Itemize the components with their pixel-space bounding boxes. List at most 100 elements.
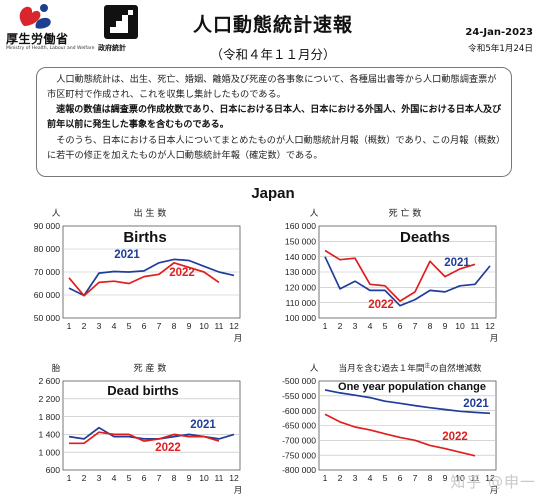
- deaths-xtick-label: 1: [323, 321, 328, 331]
- population-change-series-2021-label: 2021: [463, 398, 489, 410]
- births-xtick-label: 2: [82, 321, 87, 331]
- population-change-xtick-label: 8: [428, 473, 433, 483]
- deaths-ytick-label: 160 000: [285, 221, 316, 231]
- population-change-yunit-label: 人: [310, 363, 319, 374]
- births-ytick-label: 80 000: [34, 244, 61, 254]
- dead-births-xtick-label: 12: [229, 473, 239, 483]
- births-xtick-label: 8: [172, 321, 177, 331]
- government-statistics-logo-name: 政府統計: [98, 44, 126, 52]
- dead-births-ytick-label: 2 600: [38, 376, 60, 386]
- population-change-xtick-label: 3: [353, 473, 358, 483]
- population-change-ytick-label: -800 000: [282, 465, 316, 475]
- dead-births-ytick-label: 1 400: [38, 430, 60, 440]
- population-change-ytick-label: -600 000: [282, 406, 316, 416]
- dead-births-ytick-label: 600: [46, 465, 61, 475]
- notice-paragraph-2: 速報の数値は調査票の作成枚数であり、日本における日本人、日本における外国人、外国…: [47, 104, 502, 130]
- deaths-xtick-label: 7: [413, 321, 418, 331]
- dead-births-xtick-label: 7: [157, 473, 162, 483]
- population-change-series-2022-line: [324, 413, 476, 457]
- births-xtick-label: 11: [215, 321, 224, 331]
- births-yunit-label: 人: [52, 208, 61, 219]
- births-series-2022-line: [68, 261, 220, 297]
- dead-births-title-en: Dead births: [107, 383, 179, 398]
- deaths-xtick-label: 9: [443, 321, 448, 331]
- government-statistics-logo-icon: [104, 5, 138, 39]
- deaths-ytick-label: 140 000: [285, 252, 316, 262]
- dead-births-xtick-label: 9: [187, 473, 192, 483]
- dead-births-series-2021-label: 2021: [190, 419, 216, 431]
- births-xtick-label: 5: [127, 321, 132, 331]
- dead-births-xunit-label: 月: [234, 485, 243, 496]
- deaths-xtick-label: 3: [353, 321, 358, 331]
- deaths-xunit-label: 月: [490, 333, 499, 344]
- population-change-xunit-label: 月: [490, 485, 499, 496]
- deaths-ytick-label: 150 000: [285, 237, 316, 247]
- births-series-2022-label: 2022: [169, 267, 195, 279]
- births-xtick-label: 4: [112, 321, 117, 331]
- mhlw-logo-subtitle: Ministry of Health, Labour and Welfare: [6, 46, 95, 51]
- deaths-xtick-label: 6: [398, 321, 403, 331]
- births-xtick-label: 7: [157, 321, 162, 331]
- population-change-ytick-label: -700 000: [282, 436, 316, 446]
- population-change-xtick-label: 4: [368, 473, 373, 483]
- mhlw-logo-name: 厚生労働省: [6, 32, 69, 46]
- dead-births-xtick-label: 4: [112, 473, 117, 483]
- notice-paragraph-1: 人口動態統計は、出生、死亡、婚姻、離婚及び死産の各事象について、各種届出書等から…: [47, 74, 497, 101]
- population-change-xtick-label: 5: [383, 473, 388, 483]
- notice-box: 人口動態統計は、出生、死亡、婚姻、離婚及び死産の各事象について、各種届出書等から…: [36, 67, 512, 177]
- births-xtick-label: 9: [187, 321, 192, 331]
- births-xtick-label: 6: [142, 321, 147, 331]
- deaths-series-2022-label: 2022: [368, 299, 394, 311]
- births-xunit-label: 月: [234, 333, 243, 344]
- dead-births-xtick-label: 8: [172, 473, 177, 483]
- deaths-title-en: Deaths: [400, 229, 450, 246]
- dead-births-xtick-label: 3: [97, 473, 102, 483]
- deaths-ytick-label: 100 000: [285, 313, 316, 323]
- deaths-series-2021-line: [324, 256, 491, 307]
- population-change-ytick-label: -750 000: [282, 450, 316, 460]
- dead-births-ytick-label: 1 000: [38, 447, 60, 457]
- watermark: 知乎 @申一: [450, 473, 536, 491]
- release-date-jp: 令和5年1月24日: [468, 44, 533, 54]
- dead-births-ytick-label: 2 200: [38, 394, 60, 404]
- births-title: 出 生 数: [134, 207, 167, 219]
- deaths-xtick-label: 8: [428, 321, 433, 331]
- deaths-yunit-label: 人: [310, 208, 319, 219]
- population-change-xtick-label: 2: [338, 473, 343, 483]
- deaths-title: 死 亡 数: [389, 207, 422, 219]
- population-change-series-2021-line: [324, 389, 491, 415]
- dead-births-xtick-label: 1: [67, 473, 72, 483]
- population-change-xtick-label: 1: [323, 473, 328, 483]
- population-change-xtick-label: 9: [443, 473, 448, 483]
- deaths-xtick-label: 2: [338, 321, 343, 331]
- population-change-ytick-label: -550 000: [282, 391, 316, 401]
- deaths-ytick-label: 130 000: [285, 267, 316, 277]
- population-change-title-en: One year population change: [338, 381, 486, 393]
- dead-births-ytick-label: 1 800: [38, 412, 60, 422]
- deaths-xtick-label: 4: [368, 321, 373, 331]
- dead-births-yunit-label: 胎: [52, 362, 61, 374]
- dead-births-title: 死 産 数: [134, 362, 167, 374]
- births-ytick-label: 60 000: [34, 290, 61, 300]
- births-ytick-label: 70 000: [34, 267, 61, 277]
- document-title: 人口動態統計速報: [192, 14, 353, 36]
- deaths-ytick-label: 120 000: [285, 283, 316, 293]
- dead-births-xtick-label: 5: [127, 473, 132, 483]
- births-ytick-label: 50 000: [34, 313, 61, 323]
- population-change-title: 当月を含む過去１年間注の自然増減数: [338, 362, 481, 375]
- dead-births-xtick-label: 10: [199, 473, 209, 483]
- population-change-xtick-label: 7: [413, 473, 418, 483]
- births-xtick-label: 10: [199, 321, 209, 331]
- population-change-ytick-label: -650 000: [282, 421, 316, 431]
- births-xtick-label: 3: [97, 321, 102, 331]
- deaths-series-2021-label: 2021: [444, 257, 470, 269]
- population-change-xtick-label: 12: [485, 473, 495, 483]
- births-series-2021-label: 2021: [114, 249, 140, 261]
- deaths-xtick-label: 5: [383, 321, 388, 331]
- dead-births-xtick-label: 6: [142, 473, 147, 483]
- population-change-xtick-label: 10: [455, 473, 465, 483]
- deaths-xtick-label: 10: [455, 321, 465, 331]
- births-xtick-label: 12: [229, 321, 239, 331]
- document-subtitle: （令和４年１１月分）: [210, 47, 336, 62]
